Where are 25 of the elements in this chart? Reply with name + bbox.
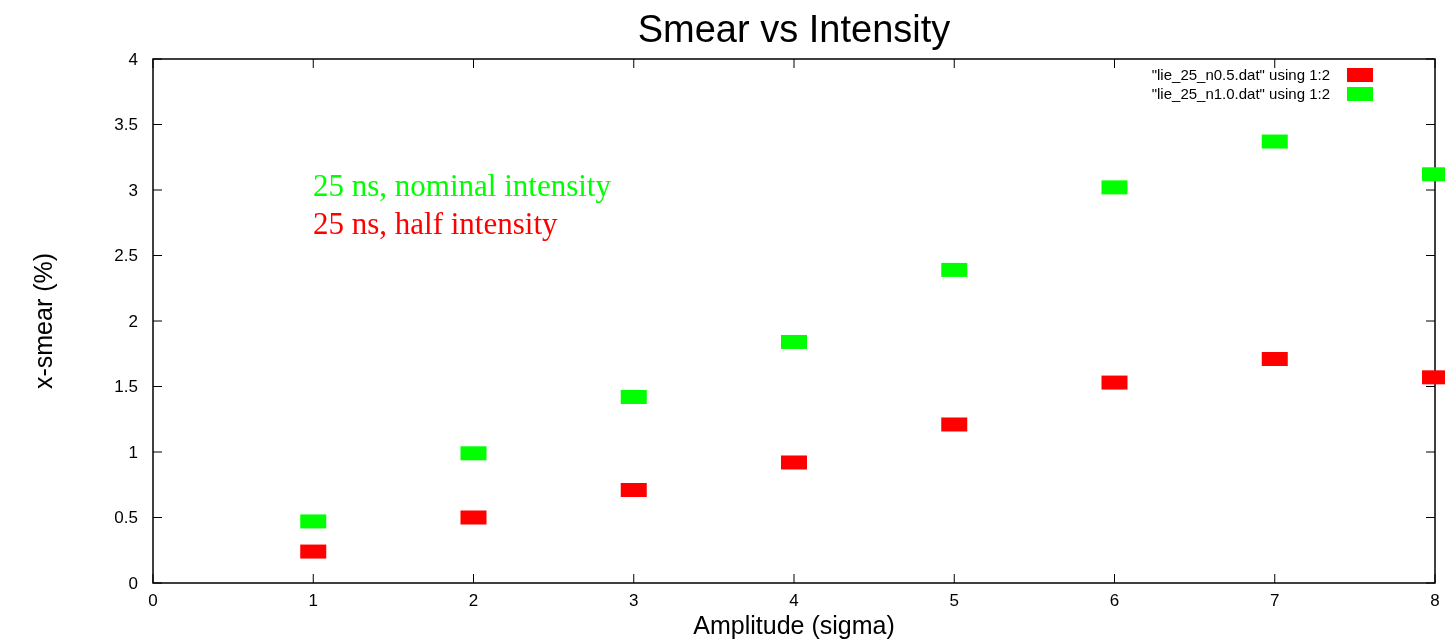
x-tick-label: 3: [629, 591, 639, 610]
y-tick-label: 1.5: [114, 377, 138, 397]
y-tick-label: 0: [128, 573, 138, 593]
x-tick-label: 2: [468, 591, 479, 610]
y-tick-label: 2.5: [114, 246, 138, 266]
x-tick-label: 8: [1430, 591, 1440, 610]
y-tick-label: 0.5: [114, 508, 138, 528]
y-axis-title: x-smear (%): [29, 252, 57, 390]
annotation: 25 ns, nominal intensity: [313, 168, 612, 203]
x-tick-label: 5: [949, 591, 959, 610]
x-tick-label: 6: [1109, 591, 1120, 610]
x-tick-label: 7: [1270, 591, 1280, 610]
y-tick-label: 3.5: [114, 115, 138, 135]
x-axis-title: Amplitude (sigma): [693, 611, 895, 639]
annotation: 25 ns, half intensity: [313, 206, 559, 241]
chart-title: Smear vs Intensity: [637, 8, 951, 50]
x-tick-label: 0: [148, 591, 158, 610]
x-tick-label: 4: [789, 591, 799, 610]
y-tick-label: 1: [128, 442, 138, 462]
x-tick-label: 1: [308, 591, 318, 610]
y-tick-label: 4: [128, 49, 138, 69]
legend-label: "lie_25_n0.5.dat" using 1:2: [1151, 66, 1330, 84]
legend-label: "lie_25_n1.0.dat" using 1:2: [1151, 85, 1330, 103]
y-tick-label: 2: [128, 311, 138, 331]
y-tick-label: 3: [128, 180, 138, 200]
